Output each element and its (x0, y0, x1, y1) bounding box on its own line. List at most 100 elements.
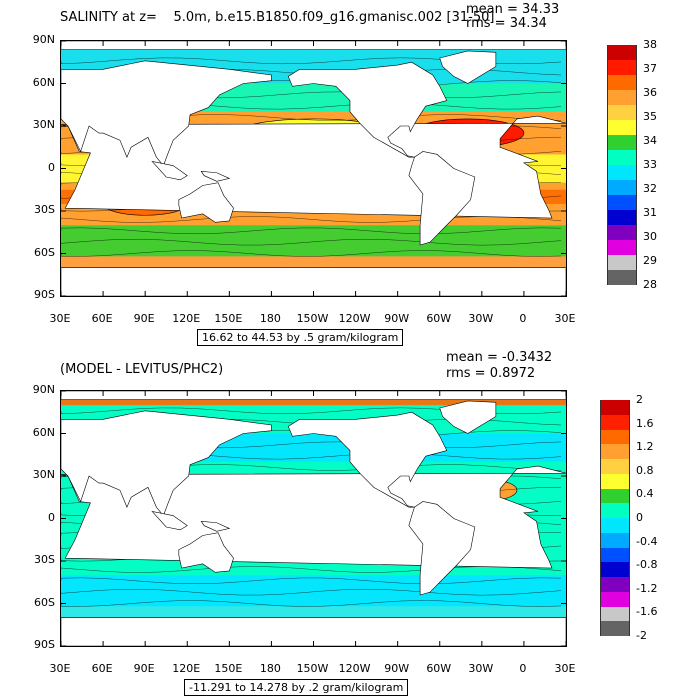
contour-info: 16.62 to 44.53 by .5 gram/kilogram (197, 329, 404, 346)
lon-tick-label: 90W (384, 662, 410, 675)
lon-tick-label: 60W (426, 312, 452, 325)
lon-tick-label: 30W (468, 312, 494, 325)
lon-tick-label: 90W (384, 312, 410, 325)
colorbar-label: 0.8 (636, 463, 654, 477)
lon-tick-label: 90E (133, 312, 155, 325)
lat-tick-label: 60N (32, 75, 55, 89)
colorbar-swatch (600, 532, 630, 548)
lon-tick-label: 120W (338, 312, 371, 325)
rms-value: rms = 0.8972 (446, 366, 536, 381)
colorbar-swatch (600, 444, 630, 459)
colorbar-label: 31 (643, 206, 657, 219)
lon-tick-label: 30E (49, 312, 71, 325)
colorbar-swatch (607, 135, 637, 150)
lon-tick-label: 150E (214, 662, 243, 675)
colorbar-swatch (600, 414, 630, 430)
colorbar-label: 29 (643, 254, 657, 267)
lat-tick-label: 60N (32, 425, 55, 439)
salinity-panel: SALINITY at z= 5.0m, b.e15.B1850.f09_g16… (32, 2, 657, 346)
colorbar-swatch (607, 225, 637, 240)
difference-panel: (MODEL - LEVITUS/PHC2) mean = -0.3432 rm… (0, 350, 700, 700)
colorbar-swatch (600, 503, 630, 518)
colorbar-swatch (607, 255, 637, 270)
colorbar-swatch (600, 473, 630, 489)
lon-tick-label: 0 (519, 312, 527, 325)
lon-tick-label: 30E (49, 662, 71, 675)
colorbar-label: 32 (643, 182, 657, 195)
lon-tick-label: 30E (554, 662, 576, 675)
colorbar-swatch (600, 606, 630, 622)
colorbar-label: -1.6 (636, 605, 658, 619)
lat-tick-label: 90S (34, 288, 55, 301)
lon-tick-label: 180 (259, 662, 281, 675)
colorbar-swatch (607, 60, 637, 75)
lat-tick-label: 0 (48, 510, 55, 524)
difference-map-canvas (61, 391, 566, 646)
colorbar-swatch (600, 488, 630, 504)
lon-tick-label: 120E (172, 312, 201, 325)
lon-tick-label: 120E (172, 662, 201, 675)
lon-tick-label: 180 (259, 312, 281, 325)
lon-tick-label: 150E (214, 312, 243, 325)
colorbar-swatch (600, 459, 630, 474)
colorbar-swatch (600, 621, 630, 636)
lon-tick-label: 60E (91, 662, 113, 675)
lon-tick-label: 150W (296, 662, 329, 675)
lat-tick-label: 0 (48, 160, 55, 174)
salinity-map (60, 40, 567, 297)
colorbar-swatch (607, 195, 637, 210)
colorbar-swatch (607, 150, 637, 165)
lon-tick-label: 30E (554, 312, 576, 325)
colorbar-label: -2 (636, 629, 647, 642)
lat-tick-label: 30S (34, 553, 55, 566)
colorbar-label: 33 (643, 158, 657, 171)
lat-tick-label: 60S (34, 245, 55, 259)
colorbar-label: 38 (643, 38, 657, 51)
panel-title: (MODEL - LEVITUS/PHC2) (60, 362, 224, 377)
colorbar-swatch (600, 400, 630, 415)
colorbar-swatch (600, 547, 630, 563)
colorbar-swatch (607, 105, 637, 120)
difference-map (60, 390, 567, 647)
rms-value: rms = 34.34 (466, 16, 547, 31)
colorbar-label: 1.2 (636, 440, 654, 454)
contour-info: -11.291 to 14.278 by .2 gram/kilogram (184, 679, 409, 696)
lon-tick-label: 90E (133, 662, 155, 675)
colorbar-label: 2 (636, 393, 643, 406)
colorbar-label: 0.4 (636, 487, 654, 501)
lon-tick-label: 120W (338, 662, 371, 675)
colorbar-label: -0.8 (636, 558, 658, 572)
lat-tick-label: 90N (32, 33, 55, 46)
colorbar-label: 0 (636, 511, 643, 524)
colorbar-swatch (600, 577, 630, 592)
colorbar-swatch (600, 429, 630, 445)
mean-value: mean = 34.33 (466, 2, 560, 17)
colorbar-swatch (607, 120, 637, 135)
colorbar-swatch (607, 210, 637, 225)
colorbar-label: 30 (643, 230, 657, 243)
colorbar-label: 37 (643, 62, 657, 75)
colorbar-label: 28 (643, 278, 657, 291)
panel-title: SALINITY at z= 5.0m, b.e15.B1850.f09_g16… (60, 10, 495, 25)
mean-value: mean = -0.3432 (446, 350, 553, 365)
colorbar-swatch (607, 90, 637, 105)
colorbar-label: 35 (643, 110, 657, 123)
colorbar-swatch (607, 180, 637, 195)
lon-tick-label: 60W (426, 662, 452, 675)
colorbar-label: -1.2 (636, 581, 658, 595)
lat-tick-label: 30N (32, 118, 55, 131)
colorbar-swatch (607, 270, 637, 285)
colorbar-label: 1.6 (636, 416, 654, 430)
colorbar-swatch (600, 518, 630, 533)
colorbar-swatch (607, 165, 637, 180)
lat-tick-label: 90S (34, 638, 55, 651)
lon-tick-label: 60E (91, 312, 113, 325)
lon-tick-label: 30W (468, 662, 494, 675)
colorbar-label: -0.4 (636, 534, 658, 548)
colorbar-swatch (600, 591, 630, 607)
colorbar-swatch (607, 45, 637, 60)
lon-tick-label: 0 (519, 662, 527, 675)
colorbar-label: 34 (643, 134, 657, 147)
lat-tick-label: 30S (34, 203, 55, 216)
lat-tick-label: 90N (32, 383, 55, 396)
